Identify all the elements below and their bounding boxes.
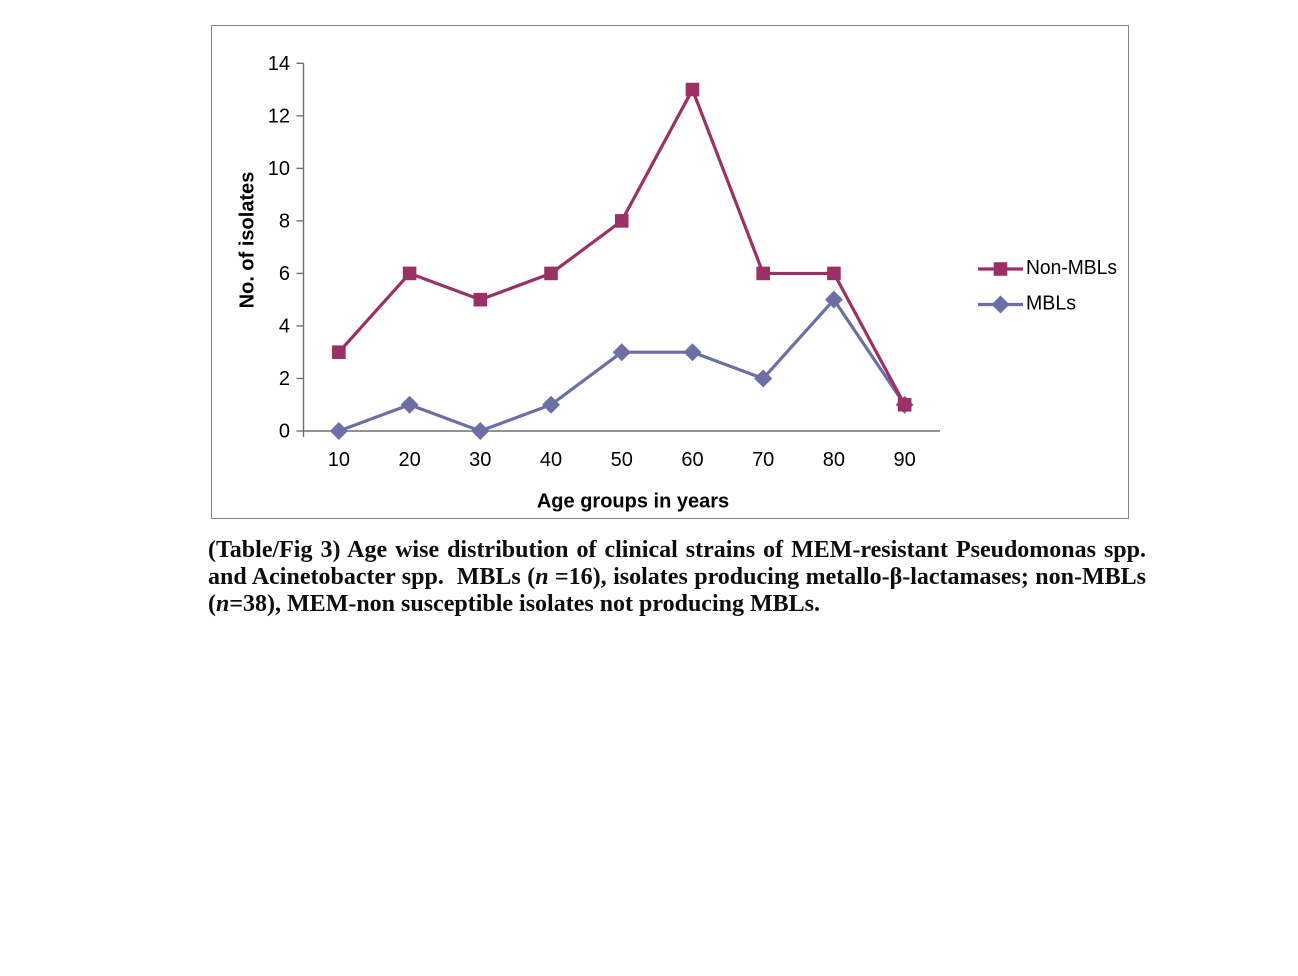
series-marker-MBLs bbox=[329, 421, 348, 440]
legend-sample-marker bbox=[990, 294, 1010, 314]
chart-canvas: 0 2 4 6 8 10 12 14 10 20 30 40 50 60 70 80 90 No. of isol… bbox=[236, 52, 1117, 512]
x-tick-label: 50 bbox=[610, 449, 632, 471]
y-tick-label: 10 bbox=[267, 157, 289, 179]
series-marker-Non-MBLs bbox=[685, 82, 699, 96]
x-tick-label: 10 bbox=[327, 449, 349, 471]
x-tick-label: 30 bbox=[469, 449, 491, 471]
y-tick-label: 4 bbox=[278, 315, 289, 337]
x-tick-label: 60 bbox=[681, 449, 703, 471]
series-marker-MBLs bbox=[541, 395, 560, 414]
x-tick-label: 80 bbox=[822, 449, 844, 471]
legend-sample-marker bbox=[993, 261, 1007, 276]
y-tick-label: 14 bbox=[267, 52, 289, 74]
series-marker-MBLs bbox=[470, 421, 489, 440]
caption-line-1: (Table/Fig 3) Age wise distribution of c… bbox=[208, 537, 1146, 564]
series-marker-Non-MBLs bbox=[614, 213, 629, 228]
series-marker-MBLs bbox=[824, 290, 843, 309]
y-tick-label: 0 bbox=[278, 420, 289, 442]
legend-label: MBLs bbox=[1026, 292, 1076, 314]
caption-line-2: and Acinetobacter spp. MBLs (n =16), iso… bbox=[208, 564, 1146, 591]
x-tick-label: 40 bbox=[539, 449, 561, 471]
series-line-MBLs bbox=[336, 297, 906, 433]
caption-italic-n: n bbox=[216, 591, 230, 617]
y-axis-title: No. of isolates bbox=[236, 171, 258, 308]
y-tick-label: 12 bbox=[267, 105, 289, 127]
series-marker-Non-MBLs bbox=[897, 397, 911, 412]
series-marker-Non-MBLs bbox=[543, 266, 558, 280]
x-tick-label: 70 bbox=[752, 449, 774, 471]
series-marker-Non-MBLs bbox=[402, 266, 416, 280]
caption-line-3: (n=38), MEM-non susceptible isolates not… bbox=[208, 591, 1146, 618]
x-tick-label: 90 bbox=[893, 449, 915, 471]
series-marker-MBLs bbox=[612, 342, 631, 361]
series-marker-MBLs bbox=[682, 342, 701, 361]
series-marker-MBLs bbox=[753, 368, 772, 387]
series-marker-Non-MBLs bbox=[826, 266, 841, 280]
caption-text: (Table/Fig 3) Age wise distribution of c… bbox=[208, 537, 1146, 563]
chart-area: 0 2 4 6 8 10 12 14 10 20 30 40 50 60 70 80 90 No. of isol… bbox=[210, 24, 1129, 519]
y-tick-label: 8 bbox=[278, 210, 289, 232]
x-axis-title: Age groups in years bbox=[536, 490, 728, 512]
caption-text: ( bbox=[208, 591, 216, 617]
figure-caption: (Table/Fig 3) Age wise distribution of c… bbox=[208, 537, 1146, 618]
caption-text: and Acinetobacter spp. MBLs ( bbox=[208, 564, 536, 590]
caption-text: =38), MEM-non susceptible isolates not p… bbox=[229, 591, 820, 617]
series-marker-Non-MBLs bbox=[755, 266, 770, 280]
x-tick-label: 20 bbox=[398, 449, 420, 471]
legend-label: Non-MBLs bbox=[1026, 257, 1117, 279]
caption-italic-n: n bbox=[535, 564, 549, 590]
series-marker-Non-MBLs bbox=[473, 292, 487, 306]
series-marker-Non-MBLs bbox=[331, 344, 346, 359]
caption-text: =16), isolates producing metallo-β-lacta… bbox=[548, 564, 1146, 590]
y-tick-label: 6 bbox=[278, 263, 289, 285]
series-marker-MBLs bbox=[400, 395, 419, 414]
y-tick-label: 2 bbox=[278, 368, 289, 390]
